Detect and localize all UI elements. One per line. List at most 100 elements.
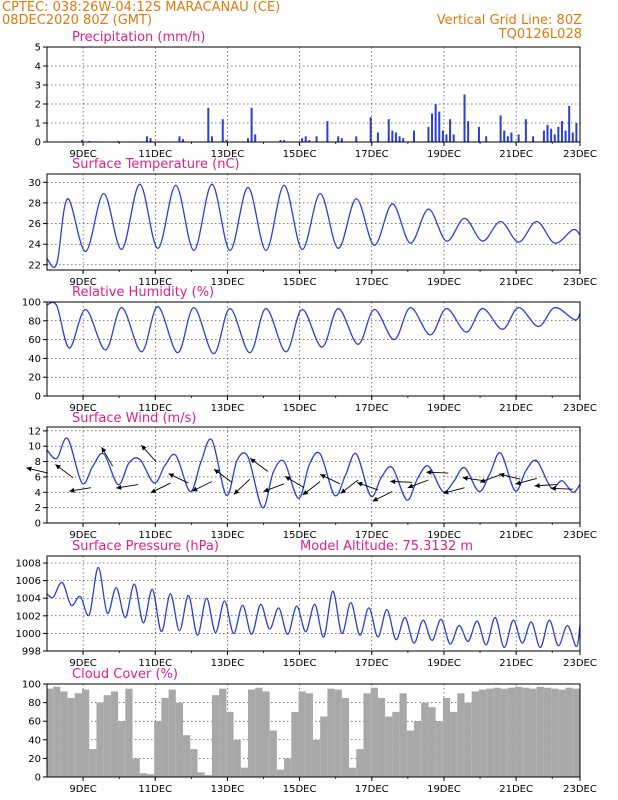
wind-arrow-head bbox=[192, 486, 198, 492]
wind-vector bbox=[550, 486, 573, 491]
precip-bar bbox=[499, 115, 502, 142]
wind-arrow-head bbox=[101, 447, 107, 453]
run-date: 08DEC2020 80Z (GMT) bbox=[2, 13, 153, 28]
cloud-bar bbox=[334, 689, 342, 777]
cloud-bar bbox=[291, 711, 299, 777]
x-tick-label: 23DEC bbox=[563, 784, 597, 795]
cloud-bar bbox=[370, 687, 378, 777]
y-tick-label: 80 bbox=[28, 316, 41, 327]
rh-series-line bbox=[46, 301, 581, 355]
cloud-bar bbox=[341, 697, 350, 777]
cloud-bar bbox=[529, 688, 537, 777]
precip-bar bbox=[571, 132, 574, 142]
y-tick-label: 8 bbox=[35, 457, 41, 468]
wind-arrow-head bbox=[462, 475, 468, 481]
y-tick-label: 998 bbox=[22, 647, 41, 658]
wind-arrow-head bbox=[550, 486, 556, 491]
y-tick-label: 60 bbox=[28, 717, 41, 728]
panel-frame bbox=[46, 426, 581, 524]
precip-bar bbox=[145, 136, 148, 142]
x-tick-label: 11DEC bbox=[138, 784, 172, 795]
x-tick-label: 13DEC bbox=[211, 530, 245, 541]
y-tick-label: 60 bbox=[28, 335, 41, 346]
precip-bar bbox=[553, 134, 556, 142]
cloud-bar bbox=[414, 721, 422, 777]
x-tick-label: 21DEC bbox=[499, 149, 533, 160]
panel-frame bbox=[46, 46, 581, 143]
cloud-bar bbox=[536, 686, 544, 777]
wind-vector bbox=[515, 478, 537, 486]
cloud-bar bbox=[363, 693, 371, 777]
station-header: CPTEC: 038:26W-04:12S MARACANAU (CE) bbox=[2, 0, 281, 15]
y-tick-label: 30 bbox=[28, 178, 41, 189]
y-tick-label: 12 bbox=[28, 426, 41, 437]
wind-arrow-head bbox=[150, 488, 157, 493]
cloud-bar bbox=[204, 775, 212, 777]
wind-vector bbox=[26, 466, 48, 474]
x-tick-label: 15DEC bbox=[283, 658, 317, 669]
wind-vector bbox=[443, 487, 465, 495]
precip-bar bbox=[532, 136, 535, 142]
wind-vector bbox=[116, 484, 139, 490]
cloud-bar bbox=[565, 687, 573, 777]
panel-temp: Surface Temperature (nC) 9DEC 11DEC 13DEC 15… bbox=[28, 157, 597, 288]
wind-arrow-head bbox=[390, 479, 396, 485]
cloud-bar bbox=[82, 689, 90, 777]
y-tick-label: 20 bbox=[28, 373, 41, 384]
wind-arrow-head bbox=[233, 489, 240, 495]
precip-bar bbox=[503, 130, 506, 142]
x-tick-label: 11DEC bbox=[138, 530, 172, 541]
precip-bar bbox=[485, 136, 488, 142]
precip-bar bbox=[247, 138, 250, 142]
wind-vector bbox=[213, 468, 233, 483]
cloud-bar bbox=[515, 686, 523, 777]
y-tick-label: 24 bbox=[28, 240, 41, 251]
precip-bar bbox=[467, 121, 470, 142]
cloud-bar bbox=[96, 702, 104, 777]
precip-bar bbox=[517, 134, 520, 142]
wind-series-line bbox=[46, 437, 581, 509]
x-tick-label: 17DEC bbox=[355, 277, 389, 288]
wind-vector bbox=[407, 479, 429, 489]
cloud-bar bbox=[219, 688, 227, 777]
x-tick-label: 19DEC bbox=[427, 658, 461, 669]
y-tick-label: 28 bbox=[28, 198, 41, 209]
panel-title-temp: Surface Temperature (nC) bbox=[72, 157, 240, 172]
y-tick-label: 1006 bbox=[16, 576, 41, 587]
precip-bar bbox=[449, 119, 452, 142]
wind-arrow-head bbox=[69, 487, 75, 493]
y-tick-label: 2 bbox=[35, 503, 41, 514]
cloud-bar bbox=[262, 691, 270, 777]
cloud-bar bbox=[103, 695, 111, 777]
x-tick-label: 15DEC bbox=[283, 403, 317, 414]
precip-bar bbox=[304, 136, 307, 142]
precip-bar bbox=[557, 126, 560, 142]
x-tick-label: 19DEC bbox=[427, 403, 461, 414]
wind-vector bbox=[263, 483, 285, 493]
wind-vector bbox=[191, 481, 213, 492]
precip-bar bbox=[221, 119, 224, 142]
panel-cloud: Cloud Cover (%) 9DEC 11DEC 13DEC 15DEC 17DEC 1… bbox=[22, 667, 597, 795]
y-tick-label: 26 bbox=[28, 219, 41, 230]
wind-arrow-head bbox=[340, 488, 347, 494]
wind-vector bbox=[233, 478, 251, 495]
x-tick-label: 21DEC bbox=[499, 784, 533, 795]
y-tick-label: 20 bbox=[28, 754, 41, 765]
precip-bar bbox=[477, 126, 480, 142]
precip-bar bbox=[445, 134, 448, 142]
wind-vector bbox=[55, 464, 74, 479]
wind-arrow-head bbox=[55, 464, 61, 470]
y-tick-label: 3 bbox=[35, 81, 41, 92]
x-tick-label: 15DEC bbox=[283, 149, 317, 160]
cloud-bar bbox=[240, 767, 249, 777]
x-tick-label: 11DEC bbox=[138, 277, 172, 288]
wind-vector bbox=[284, 475, 305, 489]
x-tick-label: 13DEC bbox=[211, 784, 245, 795]
model-altitude: Model Altitude: 75.3132 m bbox=[300, 539, 473, 554]
cloud-bar bbox=[139, 773, 147, 777]
x-tick-label: 19DEC bbox=[427, 149, 461, 160]
y-tick-label: 100 bbox=[22, 298, 41, 309]
y-tick-label: 6 bbox=[35, 472, 41, 483]
x-tick-label: 13DEC bbox=[211, 277, 245, 288]
wind-arrow-head bbox=[480, 478, 486, 483]
